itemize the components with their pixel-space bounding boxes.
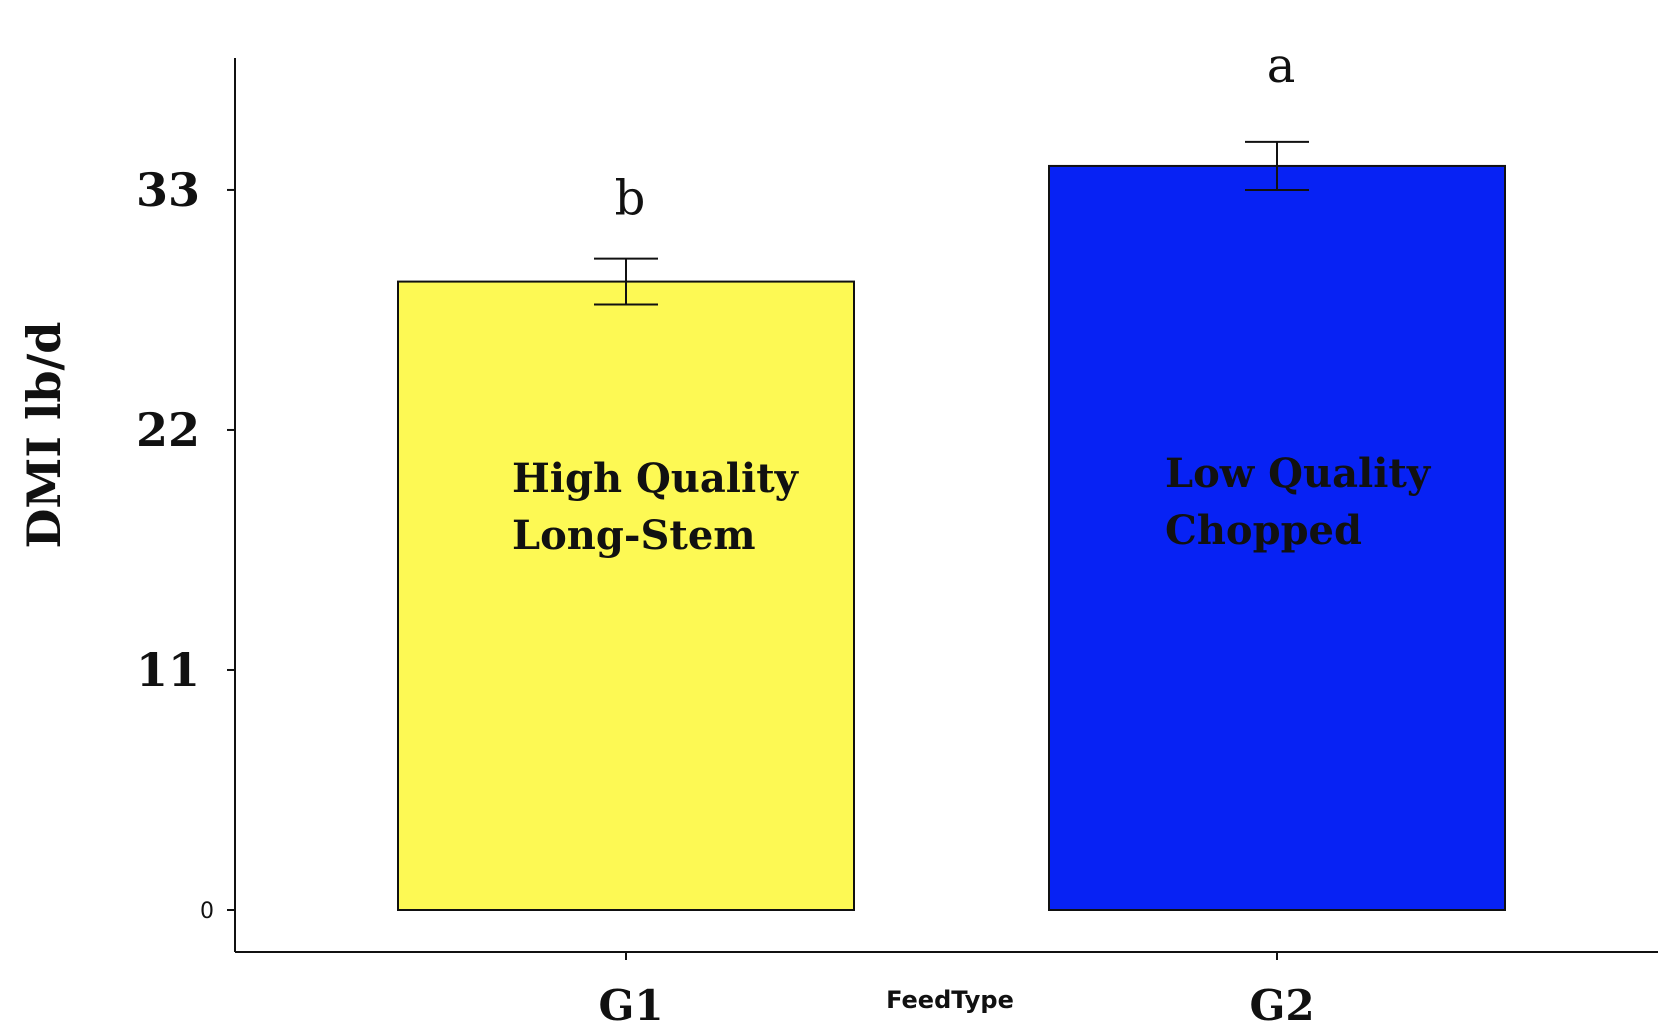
plot-area: b High Quality Long-Stem a Low Quality Choppe… xyxy=(397,38,1506,912)
x-tick-label-g1: G1 xyxy=(598,981,663,1030)
axes: 0 11 22 33 G1 G2 xyxy=(136,58,1658,1030)
bar-label-g2-line-2: Chopped xyxy=(1165,507,1362,554)
y-tick-label: 33 xyxy=(136,163,200,217)
bar-g2 xyxy=(1048,164,1506,912)
bar-label-g1-line-1: High Quality xyxy=(512,455,800,502)
bar-g1 xyxy=(397,280,855,912)
y-tick-label: 11 xyxy=(136,643,200,697)
significance-label-g2: a xyxy=(1267,38,1296,94)
bar-label-g1-line-2: Long-Stem xyxy=(512,512,756,559)
y-tick-label: 0 xyxy=(200,899,214,924)
bar-label-g2-line-1: Low Quality xyxy=(1165,450,1432,497)
y-axis-title: DMI lb/d xyxy=(17,322,71,549)
y-tick-label: 22 xyxy=(136,403,200,457)
significance-label-g1: b xyxy=(615,171,646,227)
x-axis-title: FeedType xyxy=(886,986,1014,1014)
x-tick-label-g2: G2 xyxy=(1249,981,1314,1030)
